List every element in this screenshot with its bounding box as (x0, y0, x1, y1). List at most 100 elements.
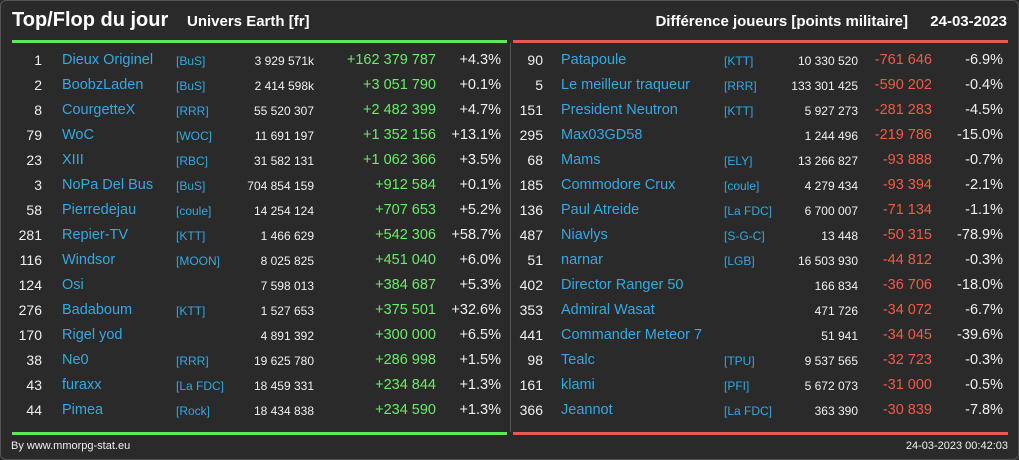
points-difference: +375 501 (375, 302, 436, 318)
player-name-link[interactable]: BoobzLaden (62, 77, 144, 93)
alliance-tag-link[interactable]: [BuS] (176, 179, 206, 193)
percent-change: -6.9% (965, 52, 1003, 68)
alliance-tag-link[interactable]: [coule] (724, 179, 760, 193)
player-points: 18 459 331 (253, 379, 314, 393)
percent-change: +58.7% (451, 227, 501, 243)
percent-change: +4.3% (459, 52, 501, 68)
points-difference: +451 040 (375, 252, 436, 268)
alliance-tag-link[interactable]: [La FDC] (176, 379, 225, 393)
player-points: 1 466 629 (260, 229, 314, 243)
player-points: 5 672 073 (804, 379, 858, 393)
points-difference: -31 000 (882, 377, 932, 393)
player-name-link[interactable]: furaxx (62, 377, 102, 393)
player-name-link[interactable]: Pimea (62, 402, 104, 418)
player-name-link[interactable]: CourgetteX (62, 102, 136, 118)
player-name-link[interactable]: President Neutron (561, 102, 678, 118)
player-rank: 487 (519, 227, 543, 243)
player-points: 5 927 273 (804, 104, 858, 118)
universe-label: Univers Earth [fr] (187, 13, 310, 30)
player-name-link[interactable]: klami (561, 377, 595, 393)
alliance-tag-link[interactable]: [KTT] (724, 104, 754, 118)
percent-change: +1.5% (459, 352, 501, 368)
player-rank: 116 (19, 252, 42, 268)
player-name-link[interactable]: Tealc (561, 352, 595, 368)
alliance-tag-link[interactable]: [WOC] (176, 129, 212, 143)
player-name-link[interactable]: XIII (62, 152, 84, 168)
percent-change: -2.1% (965, 177, 1003, 193)
player-points: 133 301 425 (791, 79, 858, 93)
player-name-link[interactable]: NoPa Del Bus (62, 177, 154, 193)
player-name-link[interactable]: Max03GD58 (561, 127, 643, 143)
player-rank: 441 (519, 327, 543, 343)
player-name-link[interactable]: Rigel yod (62, 327, 123, 343)
top-bar-red (513, 40, 1008, 43)
percent-change: +32.6% (451, 302, 501, 318)
points-difference: -93 394 (882, 177, 932, 193)
player-points: 13 266 827 (797, 154, 858, 168)
alliance-tag-link[interactable]: [RBC] (176, 154, 209, 168)
player-name-link[interactable]: Jeannot (561, 402, 613, 418)
alliance-tag-link[interactable]: [MOON] (176, 254, 220, 268)
player-name-link[interactable]: Osi (62, 277, 84, 293)
points-difference: +162 379 787 (346, 52, 436, 68)
alliance-tag-link[interactable]: [RRR] (176, 104, 209, 118)
player-name-link[interactable]: Commodore Crux (561, 177, 676, 193)
player-name-link[interactable]: Repier-TV (62, 227, 129, 243)
alliance-tag-link[interactable]: [RRR] (724, 79, 757, 93)
player-rank: 136 (519, 202, 543, 218)
player-name-link[interactable]: Commander Meteor 7 (561, 327, 703, 343)
alliance-tag-link[interactable]: [TPU] (724, 354, 755, 368)
alliance-tag-link[interactable]: [KTT] (176, 229, 206, 243)
alliance-tag-link[interactable]: [PFI] (724, 379, 750, 393)
player-points: 3 929 571k (254, 54, 314, 68)
percent-change: -0.4% (965, 77, 1003, 93)
player-name-link[interactable]: Director Ranger 50 (561, 277, 684, 293)
alliance-tag-link[interactable]: [coule] (176, 204, 212, 218)
points-difference: -50 315 (882, 227, 932, 243)
alliance-tag-link[interactable]: [Rock] (176, 404, 211, 418)
table-row: 402 Director Ranger 50 166 834 -36 706 -18.0… (513, 273, 1008, 298)
alliance-tag-link[interactable]: [BuS] (176, 54, 206, 68)
table-row: 79 WoC [WOC] 11 691 197 +1 352 156 +13.1% (12, 123, 507, 148)
player-name-link[interactable]: Admiral Wasat (561, 302, 655, 318)
table-row: 124 Osi 7 598 013 +384 687 +5.3% (12, 273, 507, 298)
alliance-tag-link[interactable]: [KTT] (724, 54, 754, 68)
player-name-link[interactable]: narnar (561, 252, 603, 268)
player-points: 10 330 520 (797, 54, 858, 68)
player-name-link[interactable]: Mams (561, 152, 601, 168)
percent-change: -18.0% (957, 277, 1003, 293)
player-name-link[interactable]: Niavlys (561, 227, 608, 243)
player-points: 19 625 780 (253, 354, 314, 368)
player-name-link[interactable]: Windsor (62, 252, 116, 268)
percent-change: -15.0% (957, 127, 1003, 143)
player-rank: 276 (18, 302, 42, 318)
points-difference: -71 134 (882, 202, 932, 218)
table-row: 51 narnar [LGB] 16 503 930 -44 812 -0.3% (513, 248, 1008, 273)
player-points: 166 834 (814, 279, 858, 293)
column-divider (510, 43, 511, 432)
player-points: 11 691 197 (254, 129, 314, 143)
player-rank: 2 (34, 77, 42, 93)
alliance-tag-link[interactable]: [La FDC] (724, 404, 773, 418)
table-row: 2 BoobzLaden [BuS] 2 414 598k +3 051 790 +0.1… (12, 73, 507, 98)
points-difference: +300 000 (375, 327, 436, 343)
points-difference: -761 646 (874, 52, 932, 68)
points-difference: +384 687 (375, 277, 436, 293)
percent-change: +6.0% (459, 252, 501, 268)
alliance-tag-link[interactable]: [LGB] (724, 254, 755, 268)
percent-change: -78.9% (957, 227, 1003, 243)
player-name-link[interactable]: Dieux Originel (62, 52, 154, 68)
player-name-link[interactable]: Ne0 (62, 352, 89, 368)
player-name-link[interactable]: Badaboum (62, 302, 133, 318)
player-name-link[interactable]: WoC (62, 127, 94, 143)
alliance-tag-link[interactable]: [BuS] (176, 79, 206, 93)
player-name-link[interactable]: Patapoule (561, 52, 627, 68)
alliance-tag-link[interactable]: [RRR] (176, 354, 209, 368)
alliance-tag-link[interactable]: [KTT] (176, 304, 206, 318)
player-name-link[interactable]: Le meilleur traqueur (561, 77, 690, 93)
player-name-link[interactable]: Paul Atreide (561, 202, 640, 218)
alliance-tag-link[interactable]: [ELY] (724, 154, 753, 168)
alliance-tag-link[interactable]: [La FDC] (724, 204, 773, 218)
player-name-link[interactable]: Pierredejau (62, 202, 137, 218)
alliance-tag-link[interactable]: [S-G-C] (724, 229, 765, 243)
